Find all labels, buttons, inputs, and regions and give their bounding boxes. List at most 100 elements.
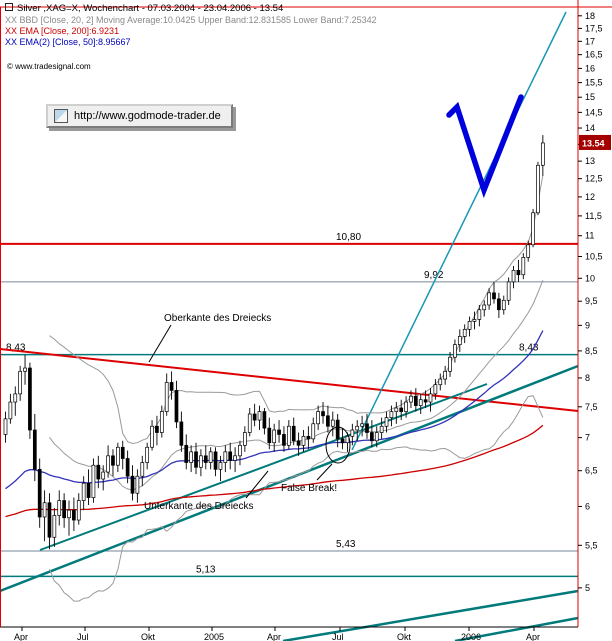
candle-body xyxy=(511,269,516,283)
candle-body xyxy=(67,509,71,519)
candle-body xyxy=(413,395,418,406)
level-label: 5,43 xyxy=(336,539,356,550)
candle-body xyxy=(379,425,384,433)
chart-title-row: Silver ,XAG=X, Wochenchart - 07.03.2004 … xyxy=(5,3,283,14)
candle-body xyxy=(272,429,277,444)
level-label: 8,43 xyxy=(6,343,26,354)
candle-body xyxy=(194,451,198,468)
candle-body xyxy=(536,164,540,214)
candle-body xyxy=(111,455,115,466)
candle-body xyxy=(223,451,228,463)
candle-body xyxy=(23,367,27,372)
indicator-legend-ema50: XX EMA(2) [Close, 50]:8.95667 xyxy=(5,37,131,47)
candle-body xyxy=(52,515,57,538)
candle-body xyxy=(199,455,203,468)
candle-body xyxy=(467,321,472,330)
candle-body xyxy=(404,401,408,412)
lower-triangle-line xyxy=(39,383,488,551)
candle-body xyxy=(159,411,164,433)
projection-arrow-v xyxy=(446,94,524,199)
candle-body xyxy=(286,425,291,446)
annotation-pointer xyxy=(245,470,269,499)
candle-body xyxy=(521,257,526,276)
candle-body xyxy=(179,421,184,446)
candle-body xyxy=(394,407,399,412)
candle-body xyxy=(130,475,135,494)
y-tick-label: 14,5 xyxy=(585,107,603,117)
candle-body xyxy=(252,413,257,421)
candle-body xyxy=(384,417,389,427)
candle-body xyxy=(213,451,218,470)
x-axis-label: Okt xyxy=(397,632,412,641)
candle-body xyxy=(189,451,193,463)
y-tick-label: 15,5 xyxy=(585,78,603,88)
candle-body xyxy=(257,411,262,421)
candle-body xyxy=(438,378,443,386)
level-label: 10,80 xyxy=(336,232,361,243)
candle-body xyxy=(8,401,13,420)
candle-body xyxy=(86,482,91,498)
candle-body xyxy=(267,427,272,444)
y-tick-label: 5 xyxy=(585,583,590,593)
candle-body xyxy=(135,475,140,494)
y-tick-label: 5,5 xyxy=(585,540,598,550)
candle-body xyxy=(3,418,8,435)
candle-body xyxy=(47,502,52,538)
current-price-badge xyxy=(579,134,611,150)
y-tick-label: 7,5 xyxy=(585,402,598,412)
y-tick-label: 8,5 xyxy=(585,346,598,356)
candle-body xyxy=(76,500,81,521)
candle-body xyxy=(18,370,23,395)
candle-body xyxy=(277,429,281,435)
candle-body xyxy=(282,434,286,446)
y-tick-label: 9,5 xyxy=(585,296,598,306)
y-tick-label: 8 xyxy=(585,373,590,383)
candle-body xyxy=(355,425,360,431)
candle-body xyxy=(409,395,413,403)
current-price-label: 13.54 xyxy=(582,138,605,148)
candle-body xyxy=(316,411,320,425)
y-tick-label: 16,5 xyxy=(585,50,603,60)
candles xyxy=(3,135,545,550)
bottom-channel-line-2 xyxy=(454,616,579,641)
y-tick-label: 15 xyxy=(585,92,595,102)
candle-body xyxy=(233,455,237,461)
y-tick-label: 10,5 xyxy=(585,252,603,262)
candle-body xyxy=(91,464,96,498)
candle-body xyxy=(296,440,301,446)
candle-body xyxy=(238,444,242,457)
candle-body xyxy=(453,344,457,358)
candle-body xyxy=(125,458,130,477)
candle-body xyxy=(13,393,18,403)
candle-body xyxy=(526,244,531,258)
candle-body xyxy=(247,413,252,433)
candle-body xyxy=(428,393,433,403)
candle-body xyxy=(516,269,521,276)
level-label: 8,43 xyxy=(519,343,539,354)
candle-body xyxy=(374,432,379,442)
ema200-line xyxy=(5,424,544,518)
candle-body xyxy=(330,419,335,427)
annotation-label: False Break! xyxy=(281,483,337,494)
candle-body xyxy=(155,425,159,433)
bb-lower-line xyxy=(49,395,544,602)
candle-body xyxy=(243,432,247,446)
candle-body xyxy=(399,407,404,412)
candle-body xyxy=(169,382,174,391)
candle-body xyxy=(477,309,482,320)
candle-body xyxy=(360,423,364,427)
y-tick-label: 18 xyxy=(585,11,595,21)
candle-body xyxy=(418,399,423,406)
annotation-label: Unterkante des Dreiecks xyxy=(144,501,254,512)
candle-body xyxy=(262,411,267,429)
candle-body xyxy=(365,423,369,433)
candle-body xyxy=(457,336,462,345)
x-axis-label: Okt xyxy=(141,632,156,641)
acceleration-line xyxy=(351,11,567,451)
x-axis-label: Apr xyxy=(14,632,28,641)
x-axis-label: Jul xyxy=(77,632,89,641)
candle-body xyxy=(350,429,355,437)
candle-body xyxy=(370,432,374,442)
